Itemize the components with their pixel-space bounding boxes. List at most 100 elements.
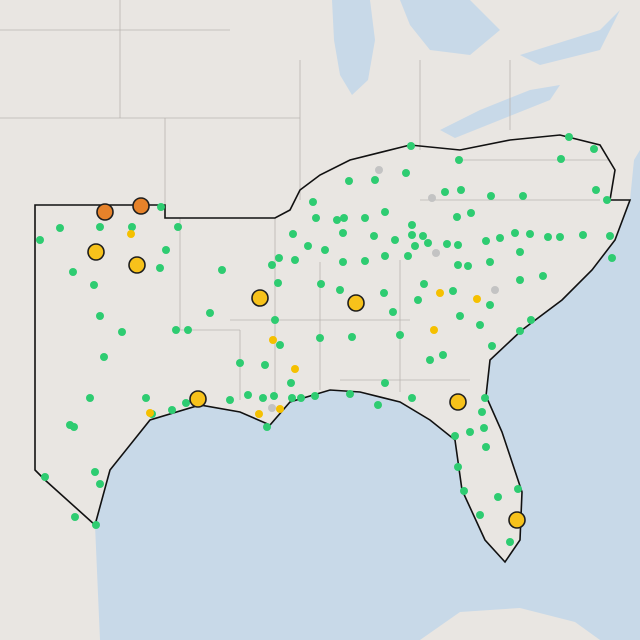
- marker[interactable]: [389, 308, 397, 316]
- marker[interactable]: [174, 223, 182, 231]
- marker[interactable]: [311, 392, 319, 400]
- marker[interactable]: [297, 394, 305, 402]
- marker[interactable]: [486, 258, 494, 266]
- marker[interactable]: [408, 221, 416, 229]
- marker[interactable]: [375, 166, 383, 174]
- marker[interactable]: [336, 286, 344, 294]
- marker[interactable]: [309, 198, 317, 206]
- marker[interactable]: [259, 394, 267, 402]
- marker[interactable]: [464, 262, 472, 270]
- marker[interactable]: [426, 356, 434, 364]
- marker[interactable]: [304, 242, 312, 250]
- marker[interactable]: [100, 353, 108, 361]
- marker[interactable]: [478, 408, 486, 416]
- marker[interactable]: [274, 279, 282, 287]
- marker[interactable]: [579, 231, 587, 239]
- marker[interactable]: [476, 511, 484, 519]
- marker[interactable]: [132, 197, 150, 215]
- marker[interactable]: [348, 333, 356, 341]
- marker[interactable]: [96, 480, 104, 488]
- marker[interactable]: [370, 232, 378, 240]
- marker[interactable]: [420, 280, 428, 288]
- marker[interactable]: [565, 133, 573, 141]
- marker[interactable]: [424, 239, 432, 247]
- marker[interactable]: [451, 432, 459, 440]
- marker[interactable]: [276, 405, 284, 413]
- marker[interactable]: [436, 289, 444, 297]
- marker[interactable]: [428, 194, 436, 202]
- marker[interactable]: [441, 188, 449, 196]
- marker[interactable]: [251, 289, 269, 307]
- marker[interactable]: [71, 513, 79, 521]
- marker[interactable]: [255, 410, 263, 418]
- marker[interactable]: [496, 234, 504, 242]
- marker[interactable]: [408, 231, 416, 239]
- marker[interactable]: [454, 463, 462, 471]
- marker[interactable]: [454, 241, 462, 249]
- marker[interactable]: [544, 233, 552, 241]
- marker[interactable]: [41, 473, 49, 481]
- marker[interactable]: [457, 186, 465, 194]
- marker[interactable]: [263, 423, 271, 431]
- marker[interactable]: [339, 229, 347, 237]
- marker[interactable]: [146, 409, 154, 417]
- marker[interactable]: [184, 326, 192, 334]
- marker[interactable]: [439, 351, 447, 359]
- marker[interactable]: [381, 379, 389, 387]
- marker[interactable]: [460, 487, 468, 495]
- marker[interactable]: [96, 312, 104, 320]
- marker[interactable]: [380, 289, 388, 297]
- marker[interactable]: [476, 321, 484, 329]
- marker[interactable]: [539, 272, 547, 280]
- marker[interactable]: [312, 214, 320, 222]
- marker[interactable]: [127, 230, 135, 238]
- marker[interactable]: [90, 281, 98, 289]
- marker[interactable]: [345, 177, 353, 185]
- marker[interactable]: [456, 312, 464, 320]
- marker[interactable]: [414, 296, 422, 304]
- marker[interactable]: [404, 252, 412, 260]
- marker[interactable]: [268, 261, 276, 269]
- marker[interactable]: [339, 258, 347, 266]
- marker[interactable]: [508, 511, 526, 529]
- marker[interactable]: [381, 208, 389, 216]
- marker[interactable]: [347, 294, 365, 312]
- marker[interactable]: [288, 394, 296, 402]
- marker[interactable]: [157, 203, 165, 211]
- marker[interactable]: [419, 232, 427, 240]
- marker[interactable]: [396, 331, 404, 339]
- marker[interactable]: [467, 209, 475, 217]
- marker[interactable]: [86, 394, 94, 402]
- marker[interactable]: [516, 276, 524, 284]
- marker[interactable]: [128, 223, 136, 231]
- marker[interactable]: [519, 192, 527, 200]
- marker[interactable]: [361, 257, 369, 265]
- marker[interactable]: [603, 196, 611, 204]
- marker[interactable]: [449, 393, 467, 411]
- marker[interactable]: [271, 316, 279, 324]
- marker[interactable]: [391, 236, 399, 244]
- marker[interactable]: [189, 390, 207, 408]
- marker[interactable]: [606, 232, 614, 240]
- marker[interactable]: [592, 186, 600, 194]
- marker[interactable]: [218, 266, 226, 274]
- marker[interactable]: [287, 379, 295, 387]
- marker[interactable]: [70, 423, 78, 431]
- marker[interactable]: [608, 254, 616, 262]
- marker[interactable]: [556, 233, 564, 241]
- marker[interactable]: [69, 268, 77, 276]
- marker[interactable]: [321, 246, 329, 254]
- marker[interactable]: [172, 326, 180, 334]
- marker[interactable]: [168, 406, 176, 414]
- marker[interactable]: [346, 390, 354, 398]
- marker[interactable]: [381, 252, 389, 260]
- marker[interactable]: [481, 394, 489, 402]
- marker[interactable]: [91, 468, 99, 476]
- marker[interactable]: [487, 192, 495, 200]
- marker[interactable]: [432, 249, 440, 257]
- marker[interactable]: [268, 404, 276, 412]
- marker[interactable]: [361, 214, 369, 222]
- marker[interactable]: [182, 399, 190, 407]
- marker[interactable]: [142, 394, 150, 402]
- marker[interactable]: [455, 156, 463, 164]
